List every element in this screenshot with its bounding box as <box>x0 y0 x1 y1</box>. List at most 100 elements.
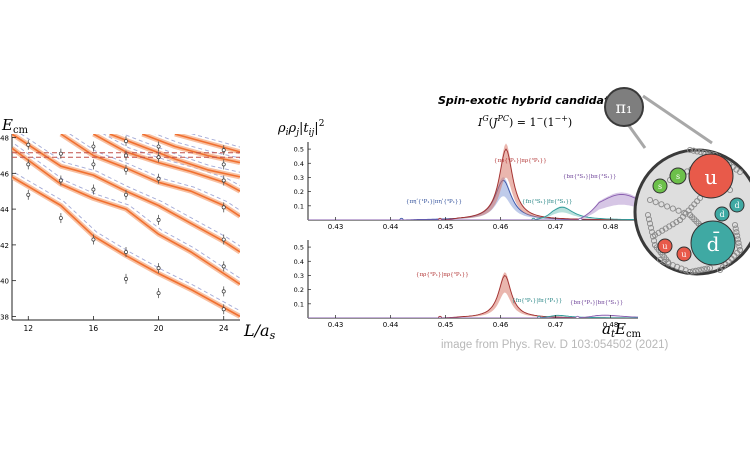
top-y-tick-label-1: 0.2 <box>294 188 304 196</box>
top-x-tick-label-3: 0.46 <box>493 223 509 231</box>
sea-strange-1-label: s <box>676 172 680 181</box>
level-curve-6 <box>142 134 240 164</box>
level-curve-4 <box>93 134 240 192</box>
gluon-loop <box>689 268 696 275</box>
top-threshold-purple <box>578 217 583 220</box>
pi1-label: π₁ <box>616 98 633 117</box>
gluon-loop <box>686 146 694 154</box>
bottom-x-tick-label-3: 0.46 <box>493 321 509 329</box>
gluon-loop <box>734 236 741 243</box>
bottom-y-tick-label-0: 0.1 <box>294 300 304 308</box>
gluon-loop <box>675 207 682 214</box>
gluon-loop <box>646 196 654 204</box>
level-curve-7 <box>174 134 240 153</box>
gluon-loop <box>690 147 697 154</box>
sea-strange-2-label: s <box>658 182 662 191</box>
label-blue-channel: {πηʹ{¹P₁}|πηʹ{³P₁}} <box>406 198 462 205</box>
gluon-loop <box>716 266 724 274</box>
noninteracting-level-3 <box>69 134 240 211</box>
top-x-ticks: 0.43 0.44 0.45 0.46 0.47 0.48 <box>328 217 619 231</box>
energy-level-point-0 <box>26 192 31 197</box>
sea-up-1 <box>657 238 673 254</box>
noninteracting-level-4 <box>102 134 240 187</box>
level-curve-1 <box>12 147 240 285</box>
gluon-loop <box>706 264 714 272</box>
gluon-loop <box>658 201 665 208</box>
bottom-amplitude-panel: 0.1 0.2 0.3 0.4 0.5 0.43 0.44 0.45 0.46 0.47 0.48… <box>294 240 642 340</box>
gluon-loop <box>735 239 742 246</box>
spectrum-curves <box>12 134 240 319</box>
gluon-loop <box>644 211 652 219</box>
left-y-tick-label-1: 40 <box>0 278 9 286</box>
noninteracting-level-5 <box>121 134 240 173</box>
top-band-red <box>308 143 638 220</box>
energy-level-point-28 <box>221 162 226 167</box>
gluon-loop <box>646 220 654 227</box>
left-y-tick-label-2: 42 <box>0 242 9 250</box>
sea-strange-1 <box>669 167 687 185</box>
energy-level-point-7 <box>91 187 96 192</box>
bottom-bands <box>308 272 638 318</box>
top-x-tick-label-1: 0.44 <box>383 223 399 231</box>
energy-level-point-6 <box>91 237 96 242</box>
top-y-tick-label-0: 0.1 <box>294 202 304 210</box>
sea-down-1-label: d <box>734 201 739 210</box>
gluon-loop <box>697 149 704 156</box>
pi1-bubble <box>604 87 644 127</box>
label-red-channel: {πρ{³P₁}|πρ{³P₁}} <box>494 157 547 164</box>
noninteracting-level-7 <box>190 134 240 148</box>
energy-level-point-3 <box>58 216 63 221</box>
left-x-tick-label-3: 24 <box>219 324 229 333</box>
energy-level-point-5 <box>58 151 63 156</box>
left-y-tick-label-4: 46 <box>0 170 9 178</box>
noninteracting-level-1 <box>14 143 240 279</box>
spectrum-points <box>26 136 226 315</box>
noninteracting-level-6 <box>154 134 240 159</box>
anti-down-quark <box>690 220 736 266</box>
energy-level-point-8 <box>91 162 96 167</box>
image-credit: image from Phys. Rev. D 103:054502 (2021… <box>441 339 669 351</box>
energy-level-point-17 <box>156 266 161 271</box>
top-curve-purple <box>308 194 638 220</box>
bottom-x-tick-label-4: 0.47 <box>548 321 564 329</box>
plot-title: Spin-exotic hybrid candidate <box>438 94 617 107</box>
bottom-x-tick-label-0: 0.43 <box>328 321 344 329</box>
energy-level-point-10 <box>124 276 128 281</box>
top-amplitude-panel: Spin-exotic hybrid candidate IG(JPC) = 1… <box>277 94 638 231</box>
energy-level-point-11 <box>124 250 128 254</box>
top-y-tick-label-2: 0.3 <box>294 174 304 182</box>
top-y-tick-label-4: 0.5 <box>294 146 304 154</box>
gluon-loop <box>652 199 659 206</box>
top-x-tick-label-5: 0.48 <box>603 223 619 231</box>
top-curve-red <box>308 148 638 220</box>
left-y-tick-label-5: 48 <box>0 135 9 143</box>
level-curve-0 <box>12 176 240 318</box>
left-y-label: Ecm <box>1 116 29 136</box>
bottom-x-tick-label-2: 0.45 <box>438 321 454 329</box>
energy-level-point-20 <box>156 155 161 160</box>
quantum-numbers: IG(JPC) = 1−(1−+) <box>477 114 572 129</box>
energy-level-point-13 <box>124 167 128 172</box>
gluon-loop <box>732 225 739 232</box>
energy-level-point-21 <box>156 144 161 149</box>
sea-up-2 <box>676 246 692 262</box>
top-x-tick-label-4: 0.47 <box>548 223 564 231</box>
gluon-loop <box>731 221 739 229</box>
energy-level-point-22 <box>221 307 226 312</box>
sea-up-2-label: u <box>681 250 686 259</box>
sea-down-2-label: d <box>719 210 724 219</box>
sea-down-2 <box>714 206 730 222</box>
gluon-loop <box>704 265 711 272</box>
gluon-loop <box>649 233 657 240</box>
energy-level-point-29 <box>221 148 226 153</box>
left-x-tick-label-1: 16 <box>89 324 99 333</box>
left-x-label: L/as <box>243 321 276 342</box>
gluon-loop <box>664 258 672 266</box>
energy-level-point-2 <box>26 142 31 147</box>
bottom-y-tick-label-1: 0.2 <box>294 286 304 294</box>
gluon-loop <box>733 229 740 236</box>
gluon-loop <box>686 268 694 276</box>
label-purple-channel-bottom: {bπ{³P₁}|bπ{³S₁}} <box>570 299 623 306</box>
bottom-band-red <box>308 272 638 318</box>
